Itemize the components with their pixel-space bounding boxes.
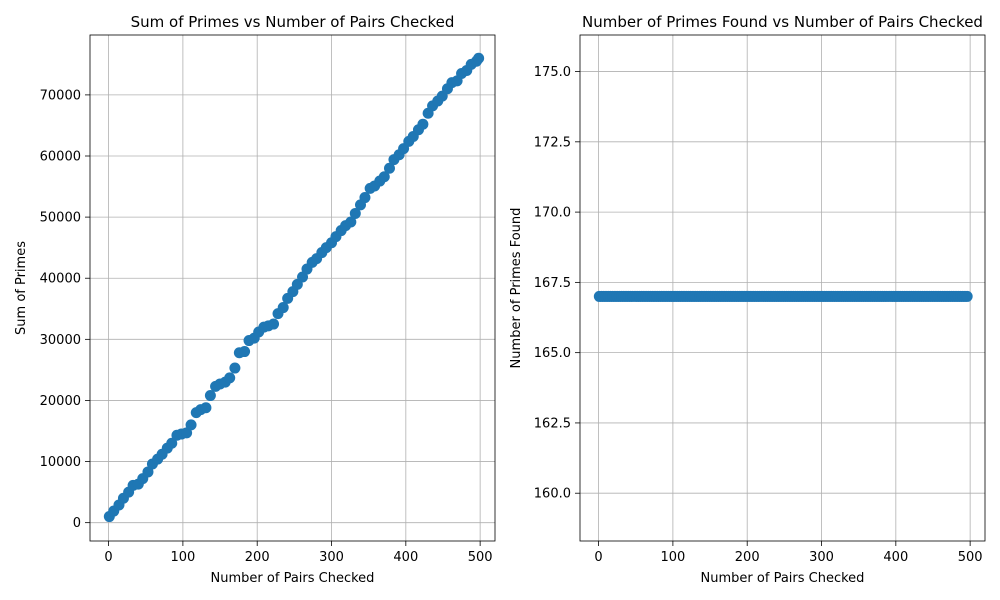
y-tick-label: 60000 [40, 150, 81, 165]
data-point [229, 362, 241, 374]
right-y-ticks: 160.0 162.5 165.0 167.5 170.0 172.5 175.0 [534, 65, 580, 502]
data-point [200, 402, 212, 414]
left-chart-title: Sum of Primes vs Number of Pairs Checked [131, 13, 455, 31]
right-x-axis-label: Number of Pairs Checked [701, 571, 865, 586]
data-point [378, 171, 390, 183]
left-x-ticks: 0 100 200 300 400 500 [104, 541, 493, 565]
x-tick-label: 300 [319, 550, 344, 565]
left-y-ticks: 0 10000 20000 30000 40000 50000 60000 70000 [40, 88, 90, 531]
y-tick-label: 170.0 [534, 206, 571, 221]
left-grid [90, 35, 495, 541]
left-chart: 0 100 200 300 400 500 0 10000 20000 30000 40000 50… [14, 13, 496, 586]
y-tick-label: 167.5 [534, 276, 571, 291]
y-tick-label: 20000 [40, 394, 81, 409]
y-tick-label: 175.0 [534, 65, 571, 80]
x-tick-label: 100 [660, 550, 685, 565]
data-point [359, 192, 371, 204]
data-point [224, 372, 236, 384]
y-tick-label: 0 [73, 516, 81, 531]
data-point [277, 302, 289, 314]
data-point [345, 216, 357, 228]
y-tick-label: 162.5 [534, 416, 571, 431]
y-tick-label: 10000 [40, 455, 81, 470]
x-tick-label: 400 [393, 550, 418, 565]
y-tick-label: 172.5 [534, 135, 571, 150]
x-tick-label: 400 [883, 550, 908, 565]
y-tick-label: 40000 [40, 272, 81, 287]
right-points [593, 290, 973, 302]
data-point [349, 207, 361, 219]
y-tick-label: 160.0 [534, 487, 571, 502]
x-tick-label: 300 [809, 550, 834, 565]
x-tick-label: 100 [170, 550, 195, 565]
x-tick-label: 500 [958, 550, 983, 565]
y-tick-label: 30000 [40, 333, 81, 348]
left-y-axis-label: Sum of Primes [14, 241, 29, 335]
data-point [166, 437, 178, 449]
y-tick-label: 50000 [40, 211, 81, 226]
left-points [103, 52, 485, 523]
data-point [417, 118, 429, 130]
y-tick-label: 165.0 [534, 346, 571, 361]
data-point [185, 419, 197, 431]
x-tick-label: 200 [735, 550, 760, 565]
right-x-ticks: 0 100 200 300 400 500 [594, 541, 983, 565]
left-axes-frame [89, 34, 496, 542]
x-tick-label: 200 [245, 550, 270, 565]
data-point [473, 52, 485, 64]
right-axes-frame [579, 34, 986, 542]
x-tick-label: 500 [468, 550, 493, 565]
data-point [239, 346, 251, 358]
right-y-axis-label: Number of Primes Found [509, 208, 524, 369]
right-chart: 0 100 200 300 400 500 160.0 162.5 165.0 167.5 170… [509, 13, 986, 586]
x-tick-label: 0 [594, 550, 602, 565]
data-point [383, 162, 395, 174]
data-point [268, 318, 280, 330]
left-x-axis-label: Number of Pairs Checked [211, 571, 375, 586]
right-grid [580, 35, 985, 541]
data-point [961, 290, 973, 302]
data-point [204, 390, 216, 402]
y-tick-label: 70000 [40, 88, 81, 103]
right-chart-title: Number of Primes Found vs Number of Pair… [582, 13, 983, 31]
x-tick-label: 0 [104, 550, 112, 565]
